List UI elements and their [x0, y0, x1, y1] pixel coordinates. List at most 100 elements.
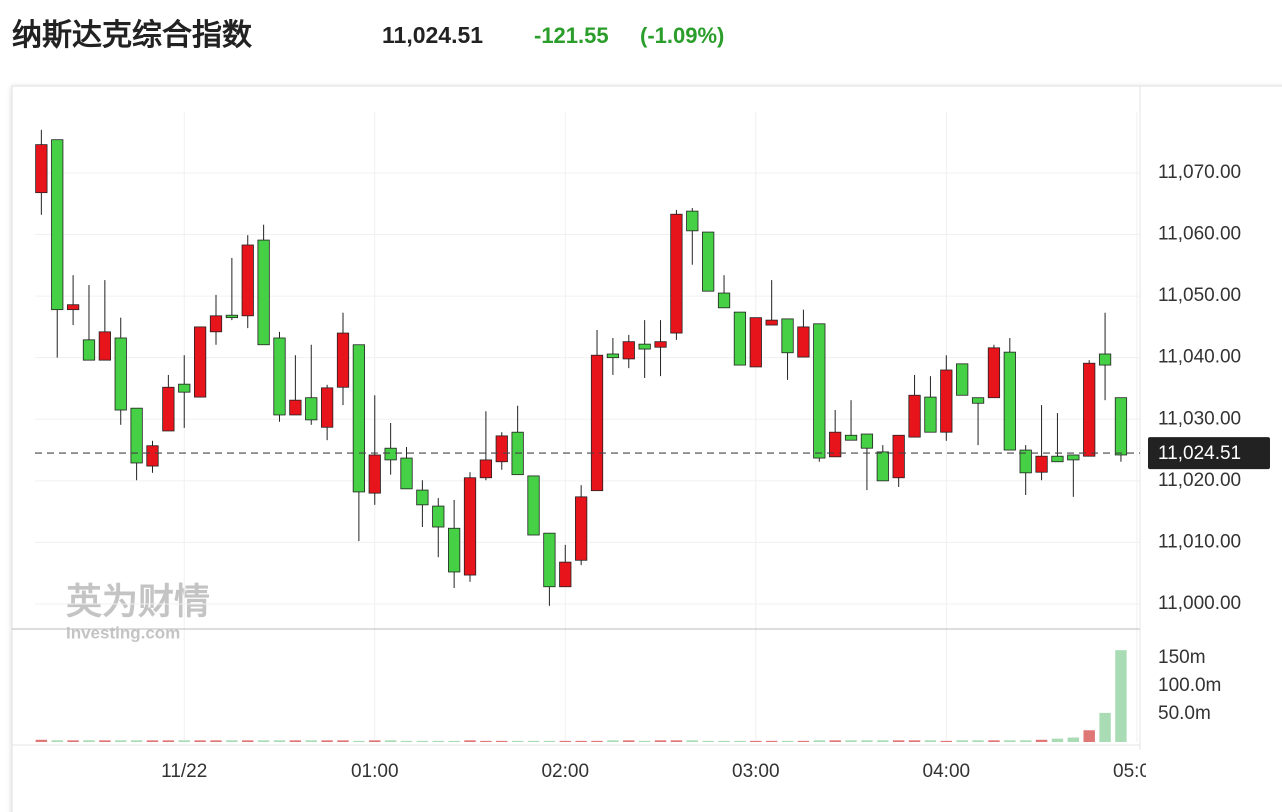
- volume-bar: [1115, 650, 1127, 742]
- candle-body: [146, 445, 159, 467]
- candle-body: [66, 304, 80, 311]
- volume-bar: [369, 740, 381, 742]
- candle-body: [479, 459, 493, 479]
- candle-body: [352, 344, 365, 493]
- x-tick-label: 04:00: [923, 761, 971, 782]
- chart-panel: [11, 85, 1282, 812]
- candle-body: [860, 433, 874, 449]
- candle-body: [257, 239, 270, 346]
- y-tick-label: 11,060.00: [1158, 224, 1241, 245]
- volume-bar: [99, 740, 111, 742]
- volume-bar: [448, 740, 460, 742]
- candle-body: [844, 434, 858, 441]
- candle-body: [622, 341, 635, 360]
- candle-body: [876, 451, 889, 482]
- candle-body: [1114, 397, 1128, 456]
- candle-body: [416, 489, 429, 506]
- candle-body: [305, 397, 318, 421]
- candle-body: [241, 244, 254, 317]
- volume-bar: [607, 740, 619, 742]
- x-tick-label: 03:00: [732, 761, 780, 782]
- candle-body: [114, 337, 127, 411]
- volume-bar: [956, 740, 968, 742]
- y-tick-label: 11,040.00: [1158, 347, 1241, 368]
- volume-bar: [702, 740, 714, 742]
- volume-bar: [273, 740, 286, 742]
- volume-bar: [861, 740, 873, 742]
- volume-bar: [226, 740, 238, 742]
- candle-body: [432, 505, 445, 528]
- volume-bar: [972, 740, 984, 742]
- volume-bar: [750, 740, 762, 742]
- volume-bar: [400, 740, 413, 742]
- volume-bar: [908, 740, 921, 742]
- candle-body: [368, 454, 381, 494]
- volume-bar: [845, 740, 857, 742]
- volume-bar: [257, 740, 270, 742]
- candle-body: [289, 399, 302, 416]
- candle-body: [781, 318, 794, 354]
- price-label-box: [1148, 437, 1270, 470]
- volume-bar: [511, 740, 524, 742]
- volume-bar: [384, 740, 397, 742]
- volume-bar: [988, 740, 1000, 742]
- candle-body: [495, 435, 508, 463]
- candle-body: [733, 311, 747, 366]
- candle-body: [765, 319, 778, 326]
- volume-bar: [765, 740, 778, 742]
- y-tick-label: 11,020.00: [1158, 470, 1241, 491]
- volume-tick-label: 50.0m: [1158, 703, 1211, 724]
- candle-body: [543, 532, 556, 588]
- volume-tick-label: 150m: [1158, 647, 1206, 668]
- volume-bar: [1035, 739, 1048, 742]
- volume-bar: [686, 740, 698, 742]
- volume-bar: [1019, 740, 1032, 742]
- volume-bar: [1051, 738, 1064, 742]
- candle-body: [1098, 353, 1112, 366]
- volume-bar: [924, 740, 937, 742]
- price-label: 11,024.51: [1158, 443, 1241, 464]
- candle-body: [51, 139, 64, 311]
- volume-bar: [1067, 737, 1080, 742]
- change-pct: (-1.09%): [640, 23, 724, 48]
- volume-bar: [575, 740, 587, 742]
- volume-bar: [940, 740, 953, 742]
- volume-bar: [892, 740, 905, 742]
- y-tick-label: 11,070.00: [1158, 162, 1241, 183]
- candle-body: [384, 447, 397, 461]
- candle-body: [638, 343, 651, 350]
- candle-body: [813, 323, 826, 459]
- volume-bar: [83, 740, 95, 742]
- candle-body: [193, 326, 207, 398]
- change: -121.55: [534, 23, 609, 48]
- candle-body: [987, 347, 1001, 399]
- volume-bar: [146, 740, 159, 742]
- volume-bar: [464, 740, 476, 742]
- title: 纳斯达克综合指数: [12, 18, 253, 52]
- volume-bar: [718, 740, 730, 742]
- candle-body: [178, 383, 191, 393]
- volume-bar: [829, 740, 841, 742]
- candle-body: [749, 317, 762, 368]
- volume-bar: [194, 740, 206, 742]
- candle-body: [527, 475, 540, 536]
- candle-body: [686, 210, 699, 232]
- candle-body: [797, 326, 810, 358]
- candle-body: [654, 341, 667, 348]
- candle-body: [908, 394, 921, 438]
- volume-bar: [115, 740, 127, 742]
- volume-bar: [623, 740, 635, 742]
- volume-bar: [289, 740, 302, 742]
- volume-bar: [130, 740, 143, 742]
- volume-bar: [797, 740, 810, 742]
- volume-bar: [543, 740, 556, 742]
- volume-bar: [591, 740, 603, 742]
- y-tick-label: 11,000.00: [1158, 593, 1241, 614]
- watermark-site: Investing.com: [66, 623, 180, 642]
- candle-body: [940, 369, 953, 433]
- candle-body: [321, 387, 334, 428]
- volume-bar: [35, 739, 48, 742]
- candle-body: [829, 431, 842, 458]
- candle-body: [82, 339, 96, 361]
